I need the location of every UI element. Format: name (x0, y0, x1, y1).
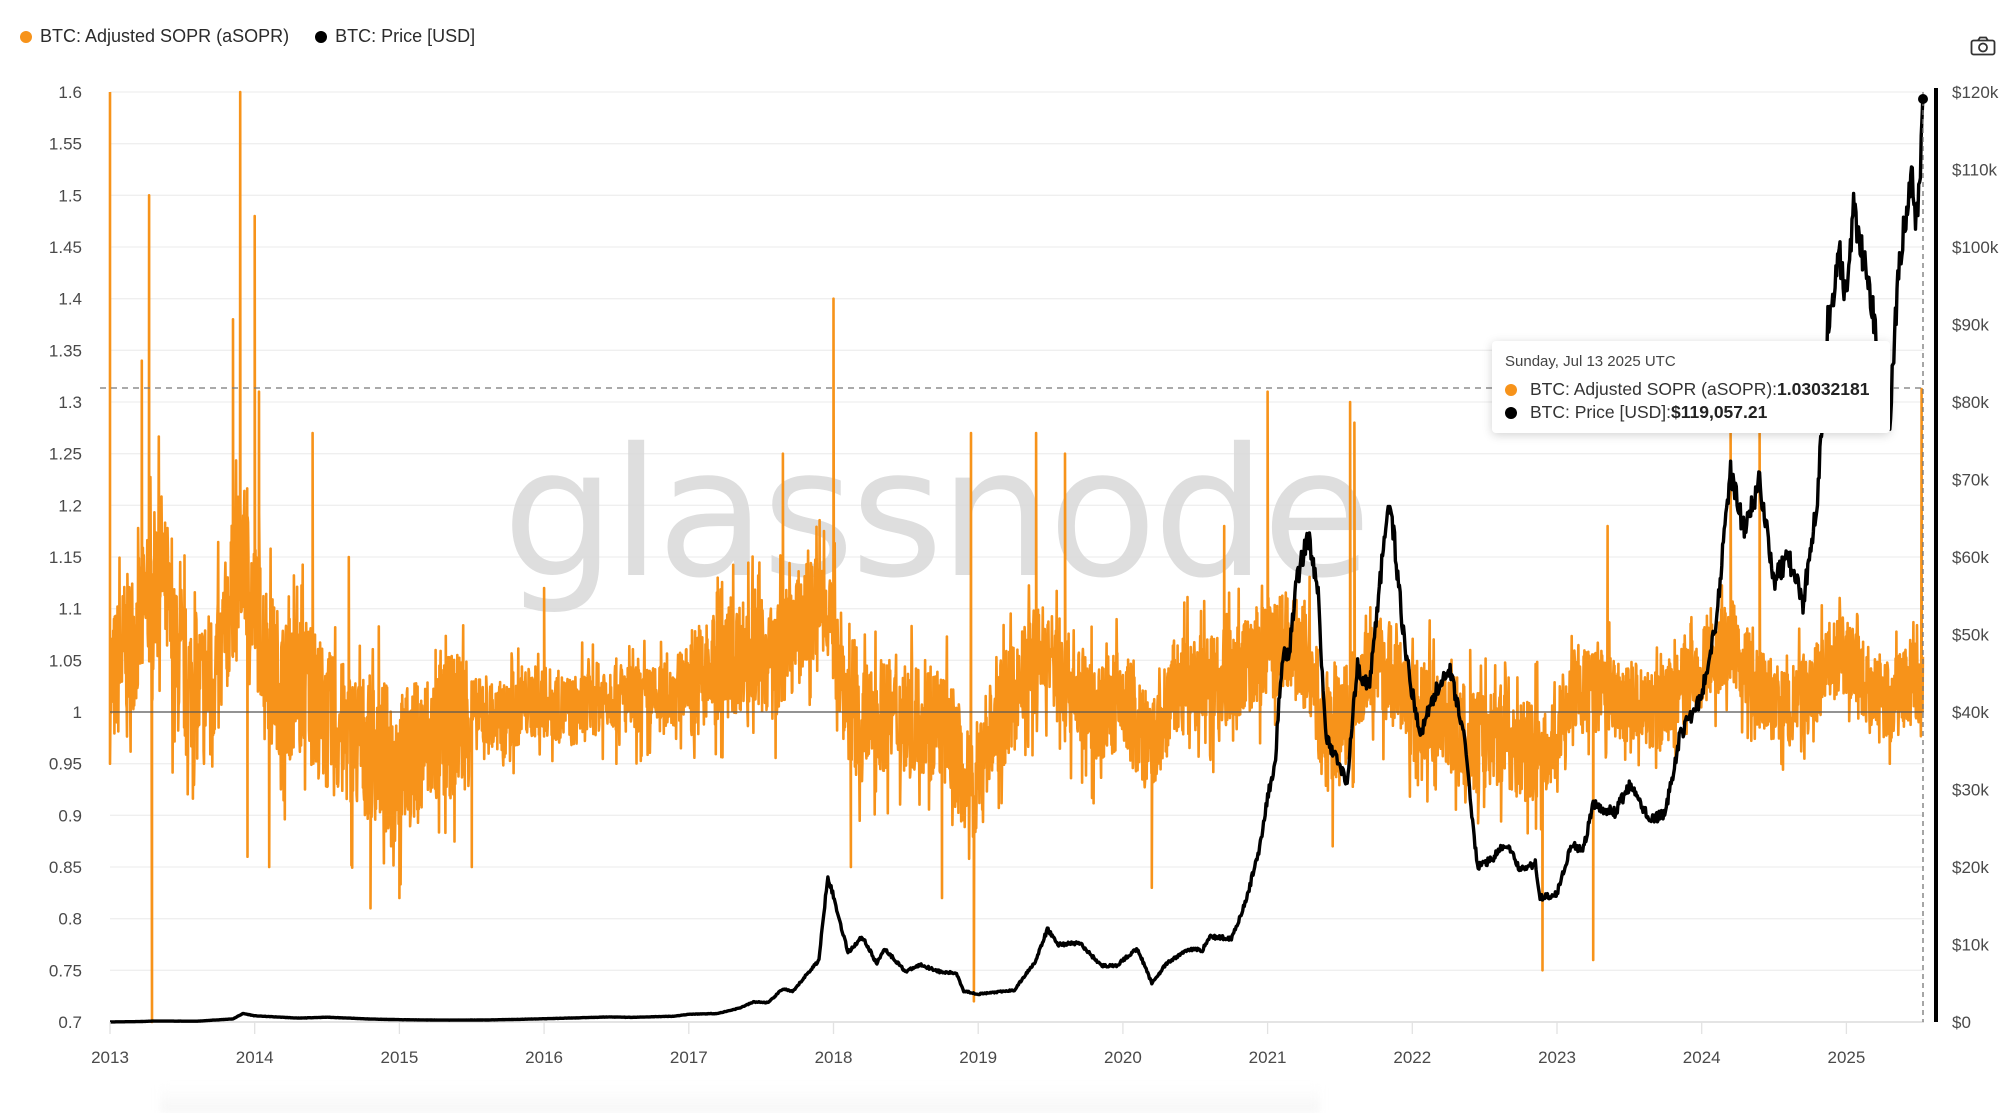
tooltip-row-price: BTC: Price [USD]: $119,057.21 (1505, 401, 1877, 424)
y-right-tick-label: $60k (1952, 548, 1989, 567)
legend: BTC: Adjusted SOPR (aSOPR) BTC: Price [U… (20, 26, 475, 47)
y-left-tick-label: 0.85 (49, 858, 82, 877)
price-series (109, 96, 1925, 1024)
y-right-tick-label: $20k (1952, 858, 1989, 877)
y-left-tick-label: 1.3 (58, 393, 82, 412)
y-right-tick-label: $90k (1952, 316, 1989, 335)
x-tick-label: 2016 (525, 1048, 563, 1067)
y-right-tick-label: $120k (1952, 83, 1999, 102)
x-tick-label: 2024 (1683, 1048, 1721, 1067)
right-axis: $120k $110k $100k $90k $80k $70k $60k $50k $40k $… (1952, 83, 1999, 1032)
legend-item-price[interactable]: BTC: Price [USD] (315, 26, 475, 47)
x-tick-label: 2023 (1538, 1048, 1576, 1067)
x-tick-label: 2018 (815, 1048, 853, 1067)
tooltip: Sunday, Jul 13 2025 UTC BTC: Adjusted SO… (1492, 341, 1890, 433)
y-left-tick-label: 0.95 (49, 755, 82, 774)
y-right-tick-label: $50k (1952, 626, 1989, 645)
x-tick-label: 2021 (1249, 1048, 1287, 1067)
y-left-tick-label: 0.8 (58, 910, 82, 929)
x-tick-label: 2025 (1827, 1048, 1865, 1067)
legend-item-asopr[interactable]: BTC: Adjusted SOPR (aSOPR) (20, 26, 289, 47)
y-left-tick-label: 1.55 (49, 135, 82, 154)
y-right-tick-label: $70k (1952, 471, 1989, 490)
left-axis: 1.6 1.55 1.5 1.45 1.4 1.35 1.3 1.25 1.2 1.15 1.1 1.… (49, 83, 82, 1032)
y-left-tick-label: 1.05 (49, 651, 82, 670)
x-tick-label: 2015 (380, 1048, 418, 1067)
y-left-tick-label: 1.15 (49, 548, 82, 567)
x-tick-label: 2017 (670, 1048, 708, 1067)
asopr-dot-icon (1505, 383, 1517, 396)
tooltip-value-asopr: 1.03032181 (1777, 379, 1870, 399)
bottom-fade (160, 1085, 1320, 1113)
legend-label-price: BTC: Price [USD] (335, 26, 476, 46)
tooltip-date: Sunday, Jul 13 2025 UTC (1505, 353, 1676, 370)
x-tick-label: 2013 (91, 1048, 129, 1067)
y-right-tick-label: $40k (1952, 703, 1989, 722)
y-right-tick-label: $110k (1952, 161, 1998, 180)
tooltip-label-price: BTC: Price [USD]: (1530, 402, 1671, 422)
price-dot-icon (1505, 406, 1517, 419)
price-legend-dot-icon (315, 30, 328, 43)
y-left-tick-label: 0.7 (58, 1013, 82, 1032)
y-left-tick-label: 1.25 (49, 445, 82, 464)
y-left-tick-label: 0.9 (58, 806, 82, 825)
camera-icon[interactable] (1970, 36, 1996, 56)
x-tick-label: 2019 (959, 1048, 997, 1067)
x-tick-label: 2014 (236, 1048, 274, 1067)
y-left-tick-label: 1.45 (49, 238, 82, 257)
y-left-tick-label: 0.75 (49, 961, 82, 980)
y-left-tick-label: 1 (73, 703, 82, 722)
asopr-series (108, 90, 1925, 1024)
tooltip-value-price: $119,057.21 (1671, 402, 1768, 422)
y-left-tick-label: 1.1 (58, 600, 82, 619)
y-right-tick-label: $30k (1952, 781, 1989, 800)
y-left-tick-label: 1.6 (58, 83, 82, 102)
y-right-tick-label: $80k (1952, 393, 1989, 412)
y-right-tick-label: $100k (1952, 238, 1999, 257)
glassnode-watermark: glassnode (502, 410, 1367, 617)
y-left-tick-label: 1.2 (58, 496, 82, 515)
tooltip-row-asopr: BTC: Adjusted SOPR (aSOPR): 1.03032181 (1505, 378, 1877, 401)
x-axis: 2013 2014 2015 2016 2017 2018 2019 2020 2021 2022… (91, 1022, 1865, 1067)
asopr-legend-dot-icon (20, 30, 32, 43)
x-tick-label: 2020 (1104, 1048, 1142, 1067)
y-right-tick-label: $0 (1952, 1013, 1971, 1032)
y-left-tick-label: 1.35 (49, 341, 82, 360)
y-right-tick-label: $10k (1952, 936, 1989, 955)
y-left-tick-label: 1.5 (58, 186, 82, 205)
legend-label-asopr: BTC: Adjusted SOPR (aSOPR) (40, 26, 290, 46)
x-tick-label: 2022 (1393, 1048, 1431, 1067)
y-left-tick-label: 1.4 (58, 290, 82, 309)
tooltip-label-asopr: BTC: Adjusted SOPR (aSOPR): (1530, 379, 1778, 399)
price-marker-dot (1918, 94, 1928, 104)
